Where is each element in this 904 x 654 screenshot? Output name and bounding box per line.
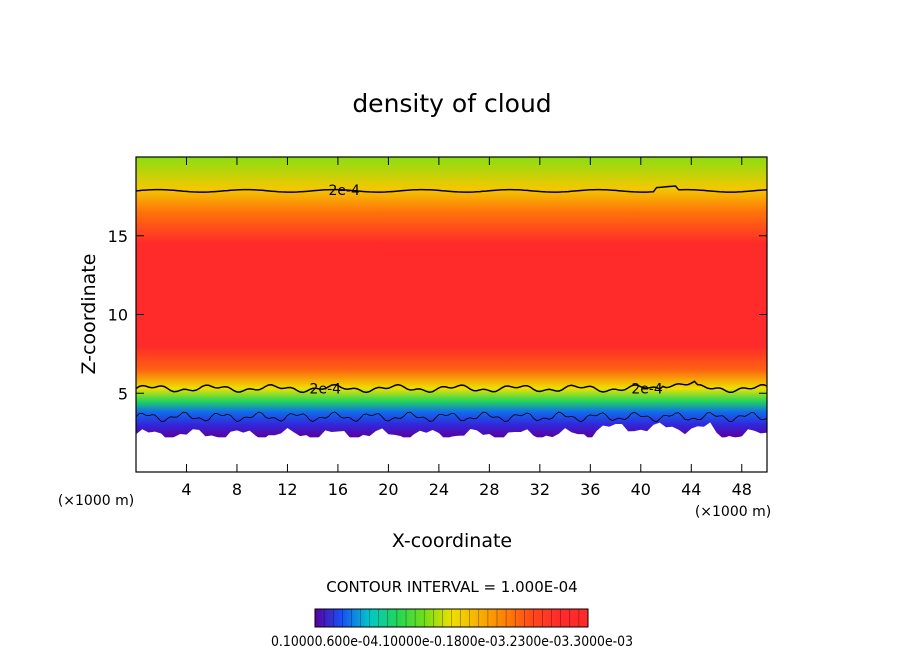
x-tick-label: 4 [181, 480, 191, 499]
y-tick-label: 10 [108, 306, 128, 325]
x-tick-label: 28 [479, 480, 499, 499]
contour-interval-text: CONTOUR INTERVAL = 1.000E-04 [326, 578, 577, 596]
z-unit-label: (×1000 m) [58, 493, 134, 509]
x-tick-label: 32 [530, 480, 550, 499]
x-axis-ticks: 4 8 12 16 20 24 28 32 36 40 44 48 [181, 157, 752, 499]
chart-title: density of cloud [352, 89, 551, 118]
colorbar-dividers [323, 609, 580, 627]
x-tick-label: 48 [732, 480, 752, 499]
contour-label: 2e-4 [310, 382, 342, 398]
contour-line-base [136, 411, 767, 423]
colorbar-labels: 0.10000.600e-04.10000e-0.1800e-03.2300e-… [271, 634, 633, 650]
y-axis-label: Z-coordinate [78, 254, 100, 375]
cloud-base-edge [136, 422, 767, 472]
density-field [136, 157, 767, 438]
y-axis-ticks: 5 10 15 [108, 227, 767, 403]
x-tick-label: 8 [232, 480, 242, 499]
y-tick-label: 5 [118, 384, 128, 403]
x-axis-label: X-coordinate [392, 530, 512, 552]
colorbar-frame [314, 608, 589, 628]
contour-line-lower [136, 380, 767, 394]
x-tick-label: 24 [429, 480, 449, 499]
plot-area: 2e-4 2e-4 2e-4 [136, 157, 767, 472]
x-unit-label: (×1000 m) [695, 504, 771, 520]
x-tick-label: 16 [328, 480, 348, 499]
x-tick-label: 12 [277, 480, 297, 499]
x-tick-label: 36 [580, 480, 600, 499]
colorbar [314, 608, 589, 628]
contour-labels: 2e-4 2e-4 2e-4 [310, 183, 663, 397]
x-tick-label: 44 [681, 480, 701, 499]
contour-line-upper [136, 185, 767, 193]
contour-label: 2e-4 [328, 183, 360, 199]
contour-label: 2e-4 [631, 382, 663, 398]
x-tick-label: 20 [378, 480, 398, 499]
x-tick-label: 40 [631, 480, 651, 499]
y-tick-label: 15 [108, 227, 128, 246]
